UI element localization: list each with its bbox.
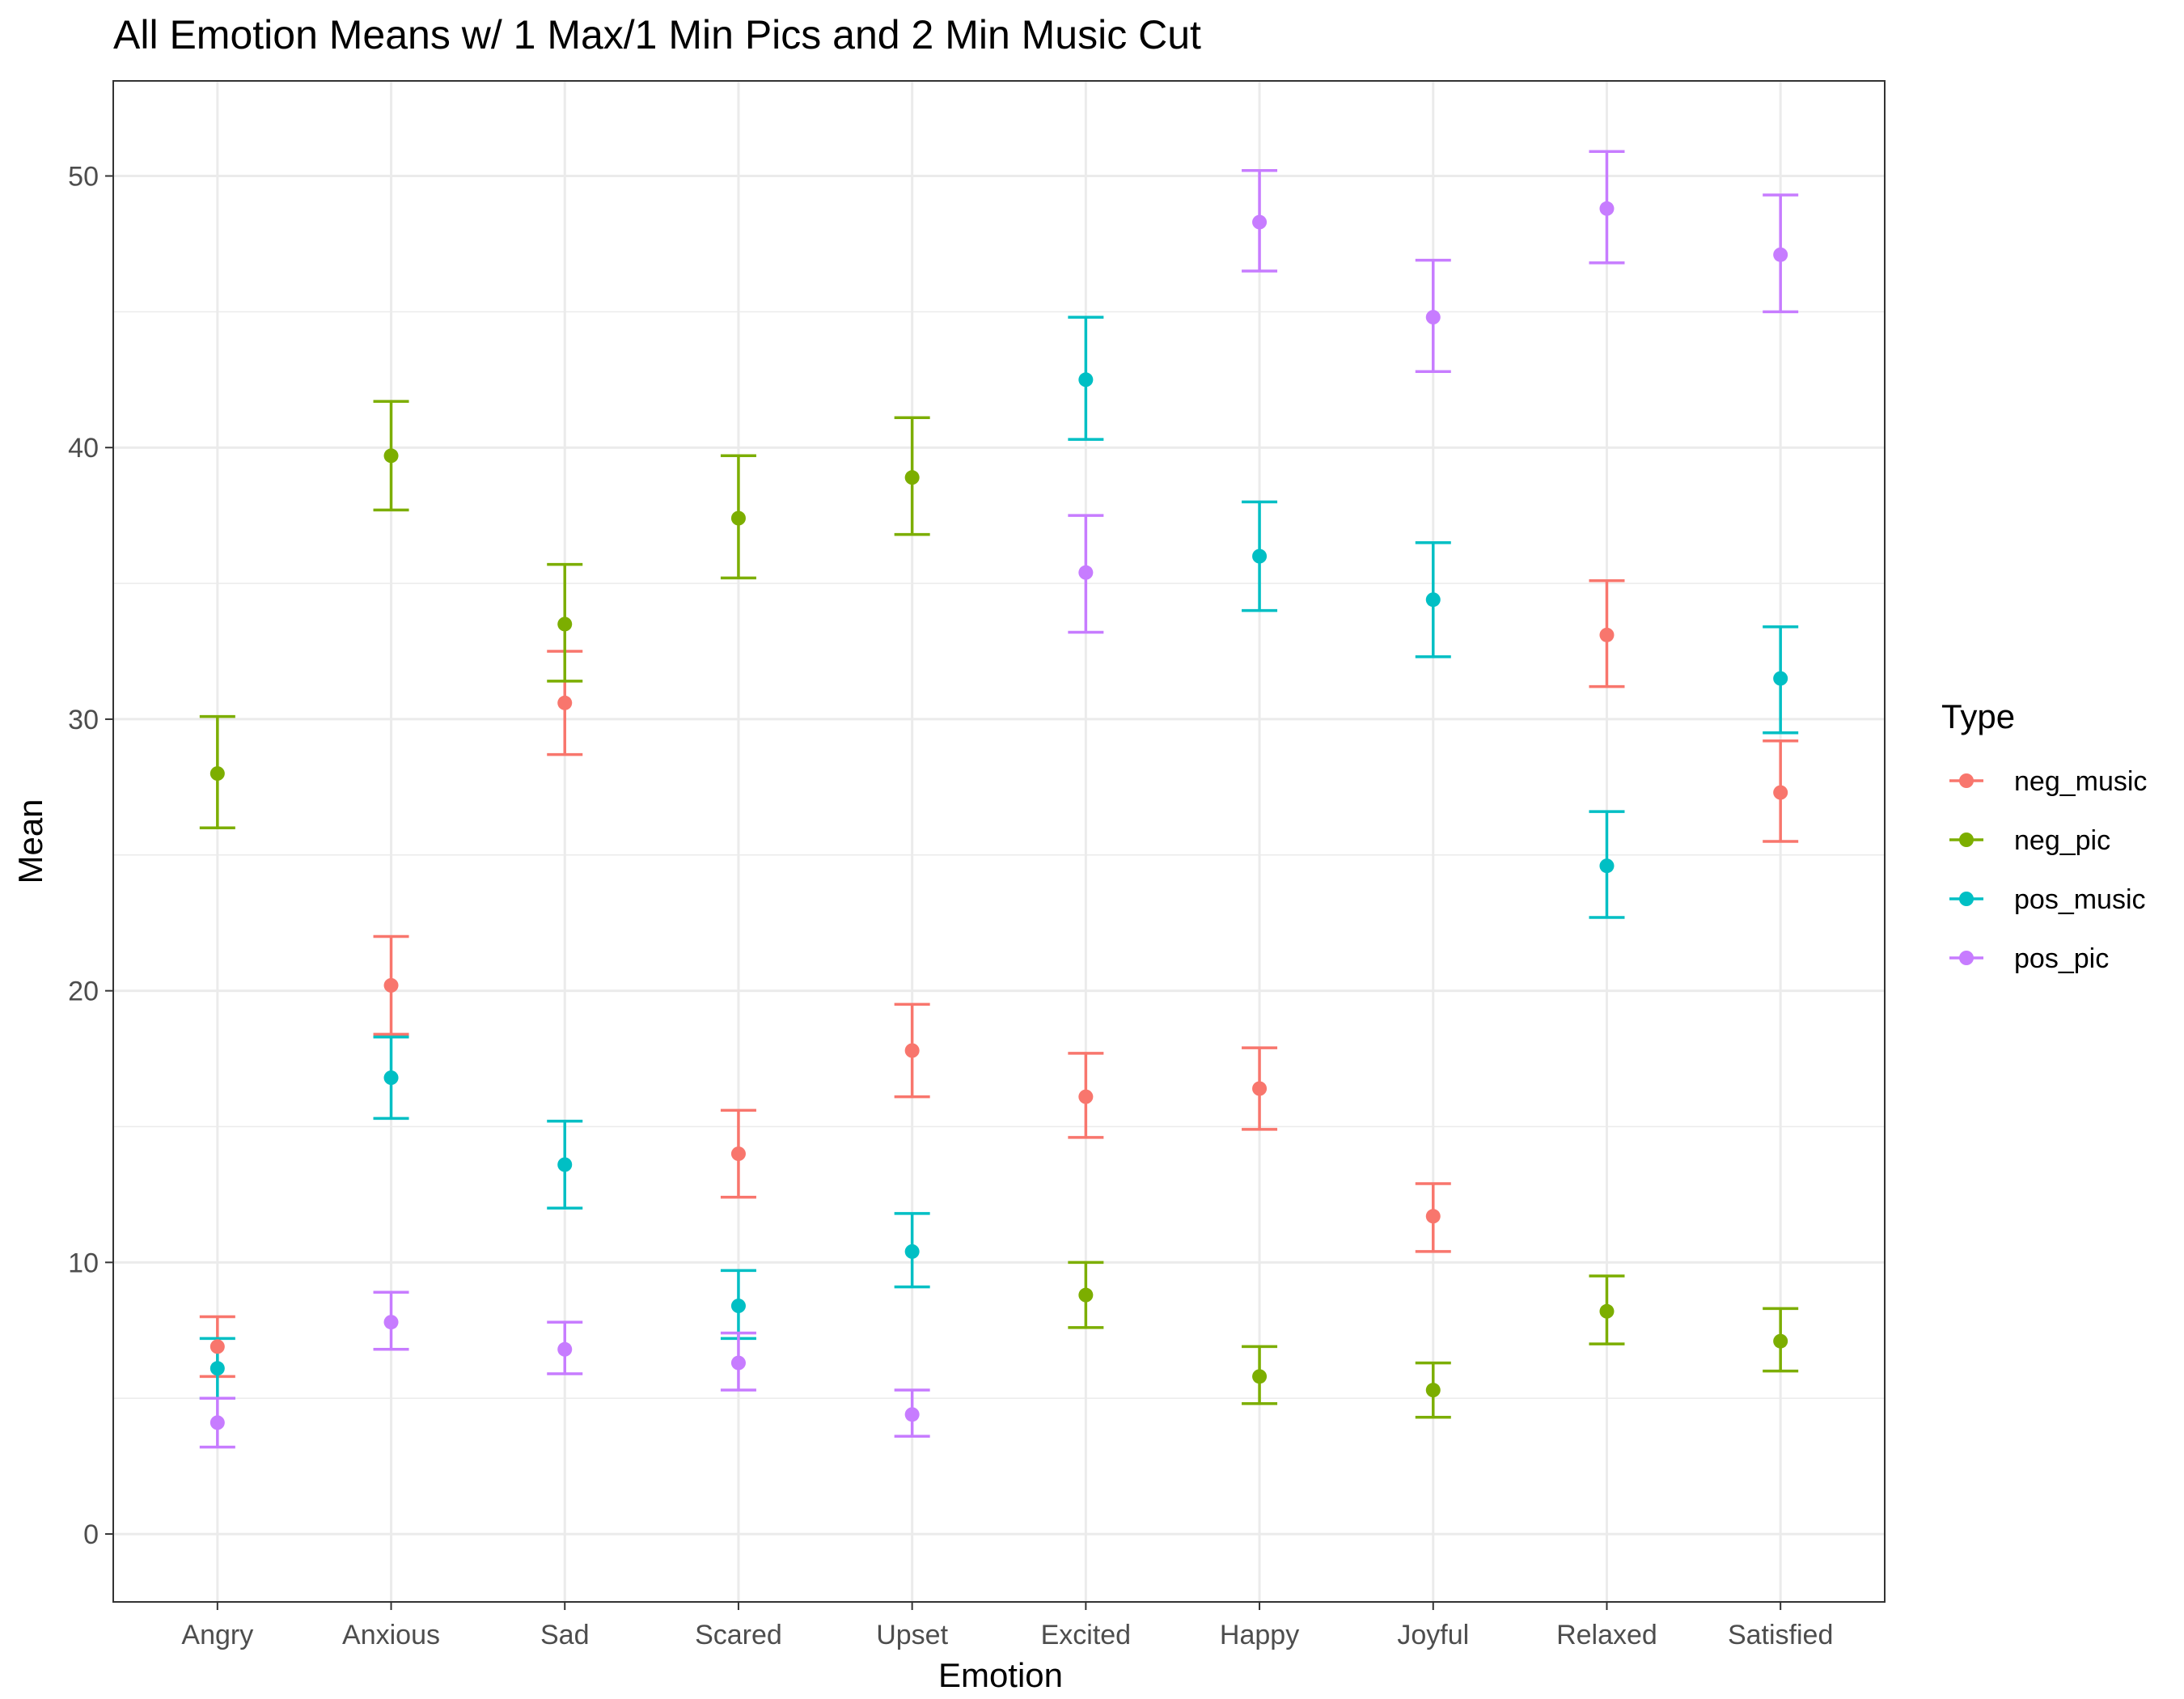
y-tick-label: 40 xyxy=(68,433,99,464)
data-points xyxy=(210,201,1788,1430)
legend-key-point xyxy=(1959,951,1974,965)
point-neg_music xyxy=(1773,785,1788,800)
point-pos_music xyxy=(904,1244,920,1259)
point-pos_pic xyxy=(1599,201,1615,216)
legend-item-pos_pic: pos_pic xyxy=(1949,943,2109,974)
y-axis-ticks: 0 10 20 30 40 50 xyxy=(68,162,113,1550)
point-neg_music xyxy=(383,977,399,993)
legend-key-point xyxy=(1959,892,1974,906)
point-pos_music xyxy=(730,1299,746,1314)
point-pos_pic xyxy=(383,1315,399,1330)
point-pos_music xyxy=(1252,549,1268,564)
point-neg_pic xyxy=(1773,1333,1788,1349)
point-pos_pic xyxy=(1078,565,1094,580)
panel-border xyxy=(112,80,1886,1603)
point-pos_pic xyxy=(1252,214,1268,230)
point-pos_music xyxy=(1773,671,1788,686)
point-neg_pic xyxy=(1599,1303,1615,1319)
point-neg_pic xyxy=(210,766,225,782)
x-tick-label: Joyful xyxy=(1397,1620,1469,1650)
x-tick-label: Scared xyxy=(695,1620,782,1650)
point-pos_pic xyxy=(1773,247,1788,262)
error-bars xyxy=(199,150,1799,1449)
point-neg_pic xyxy=(1252,1369,1268,1384)
point-pos_music xyxy=(1425,592,1441,608)
point-neg_music xyxy=(1599,627,1615,642)
legend-key-point xyxy=(1959,773,1974,788)
legend-item-neg_music: neg_music xyxy=(1949,766,2147,797)
legend-label: pos_pic xyxy=(2014,943,2109,974)
point-neg_pic xyxy=(730,511,746,526)
legend-item-neg_pic: neg_pic xyxy=(1949,825,2110,856)
y-tick-label: 10 xyxy=(68,1248,99,1278)
legend-key-point xyxy=(1959,833,1974,847)
point-neg_pic xyxy=(904,470,920,485)
point-pos_pic xyxy=(730,1355,746,1371)
y-tick-label: 20 xyxy=(68,977,99,1007)
chart-title: All Emotion Means w/ 1 Max/1 Min Pics an… xyxy=(113,12,1201,57)
y-tick-label: 30 xyxy=(68,705,99,735)
legend-label: neg_pic xyxy=(2014,825,2110,856)
y-tick-label: 50 xyxy=(68,162,99,193)
x-tick-label: Upset xyxy=(876,1620,948,1650)
legend-item-pos_music: pos_music xyxy=(1949,884,2146,915)
x-tick-label: Angry xyxy=(181,1620,253,1650)
point-neg_pic xyxy=(1425,1383,1441,1398)
x-axis-label: Emotion xyxy=(938,1656,1063,1694)
point-neg_music xyxy=(1078,1089,1094,1104)
y-axis-label: Mean xyxy=(11,799,49,883)
point-neg_music xyxy=(730,1146,746,1162)
point-pos_pic xyxy=(1425,310,1441,325)
point-pos_music xyxy=(1599,858,1615,874)
point-neg_music xyxy=(557,695,573,710)
legend-label: neg_music xyxy=(2014,766,2147,797)
point-pos_pic xyxy=(904,1407,920,1422)
point-neg_pic xyxy=(1078,1287,1094,1303)
legend: Type neg_music neg_pic pos_music pos_pic xyxy=(1941,697,2147,974)
point-neg_music xyxy=(210,1339,225,1354)
point-pos_music xyxy=(1078,372,1094,388)
x-tick-label: Anxious xyxy=(342,1620,440,1650)
x-tick-label: Sad xyxy=(540,1620,590,1650)
point-pos_pic xyxy=(210,1415,225,1430)
x-tick-label: Satisfied xyxy=(1728,1620,1833,1650)
x-tick-label: Relaxed xyxy=(1556,1620,1657,1650)
y-tick-label: 0 xyxy=(83,1519,99,1550)
point-neg_pic xyxy=(383,448,399,464)
point-neg_music xyxy=(1425,1209,1441,1224)
legend-label: pos_music xyxy=(2014,884,2146,915)
point-pos_music xyxy=(383,1070,399,1086)
point-neg_pic xyxy=(557,616,573,632)
point-neg_music xyxy=(904,1043,920,1058)
point-pos_music xyxy=(210,1361,225,1376)
x-axis-ticks: Angry Anxious Sad Scared Upset Excited Happy Jo… xyxy=(181,1602,1833,1650)
point-pos_music xyxy=(557,1157,573,1172)
legend-title: Type xyxy=(1941,697,2015,735)
point-pos_pic xyxy=(557,1341,573,1357)
x-tick-label: Excited xyxy=(1041,1620,1132,1650)
point-neg_music xyxy=(1252,1081,1268,1096)
x-tick-label: Happy xyxy=(1220,1620,1299,1650)
gridlines xyxy=(113,81,1885,1602)
